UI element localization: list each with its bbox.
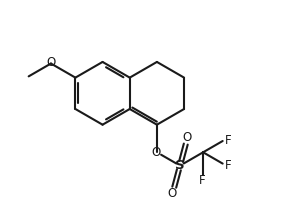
Text: F: F xyxy=(224,159,231,172)
Text: O: O xyxy=(152,146,161,159)
Text: O: O xyxy=(46,56,56,69)
Text: S: S xyxy=(175,159,185,172)
Text: O: O xyxy=(167,187,177,200)
Text: F: F xyxy=(224,134,231,147)
Text: O: O xyxy=(183,131,192,145)
Text: F: F xyxy=(199,174,206,187)
